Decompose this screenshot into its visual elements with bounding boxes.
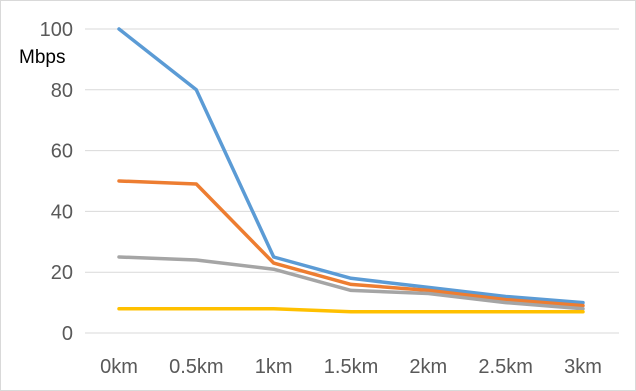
series-line-4 xyxy=(117,306,585,314)
x-axis-ticks: 0km 0.5km 1km 1.5km 2km 2.5km 3km xyxy=(100,356,602,378)
y-axis-unit-label: Mbps xyxy=(19,47,65,68)
series-line-2 xyxy=(117,179,585,308)
x-tick-label: 2.5km xyxy=(478,356,532,378)
x-tick-label: 3km xyxy=(564,356,602,378)
gridlines xyxy=(85,28,619,334)
x-tick-label: 2km xyxy=(409,356,447,378)
y-tick-label: 0 xyxy=(62,323,73,345)
x-tick-label: 0km xyxy=(100,356,138,378)
y-tick-label: 20 xyxy=(51,262,73,284)
series-line-1 xyxy=(117,27,585,305)
x-tick-label: 1km xyxy=(255,356,293,378)
x-tick-label: 0.5km xyxy=(169,356,223,378)
y-tick-label: 100 xyxy=(40,19,73,41)
y-tick-label: 80 xyxy=(51,80,73,102)
series-line-3 xyxy=(117,255,585,311)
x-tick-label: 1.5km xyxy=(324,356,378,378)
y-tick-label: 40 xyxy=(51,201,73,223)
y-tick-label: 60 xyxy=(51,141,73,163)
y-axis-ticks: 0 20 40 60 80 100 xyxy=(40,19,73,345)
series-lines xyxy=(117,27,585,314)
